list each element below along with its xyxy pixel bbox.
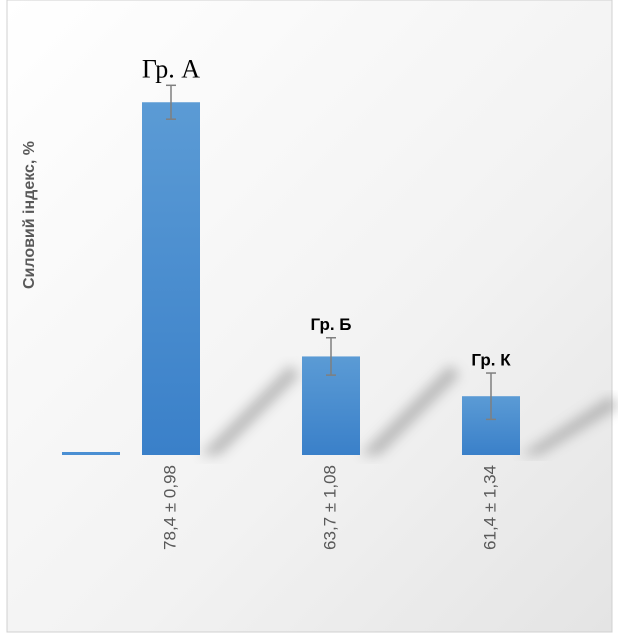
- bar-shadow: [200, 365, 300, 455]
- bar-label: Гр. К: [471, 351, 511, 370]
- bar: [142, 102, 200, 455]
- x-tick-label: 63,7 ± 1,08: [320, 465, 339, 550]
- bar-label: Гр. Б: [310, 315, 351, 334]
- chart-area: [6, 0, 613, 633]
- bar-label: Гр. А: [142, 54, 200, 83]
- x-tick-label: 61,4 ± 1,34: [480, 465, 499, 550]
- bar: [62, 452, 120, 455]
- y-axis-label: Силовий індекс, %: [21, 141, 38, 289]
- bar-shadow: [360, 365, 460, 455]
- x-tick-label: 78,4 ± 0,98: [160, 465, 179, 550]
- bar-shadow: [520, 396, 618, 455]
